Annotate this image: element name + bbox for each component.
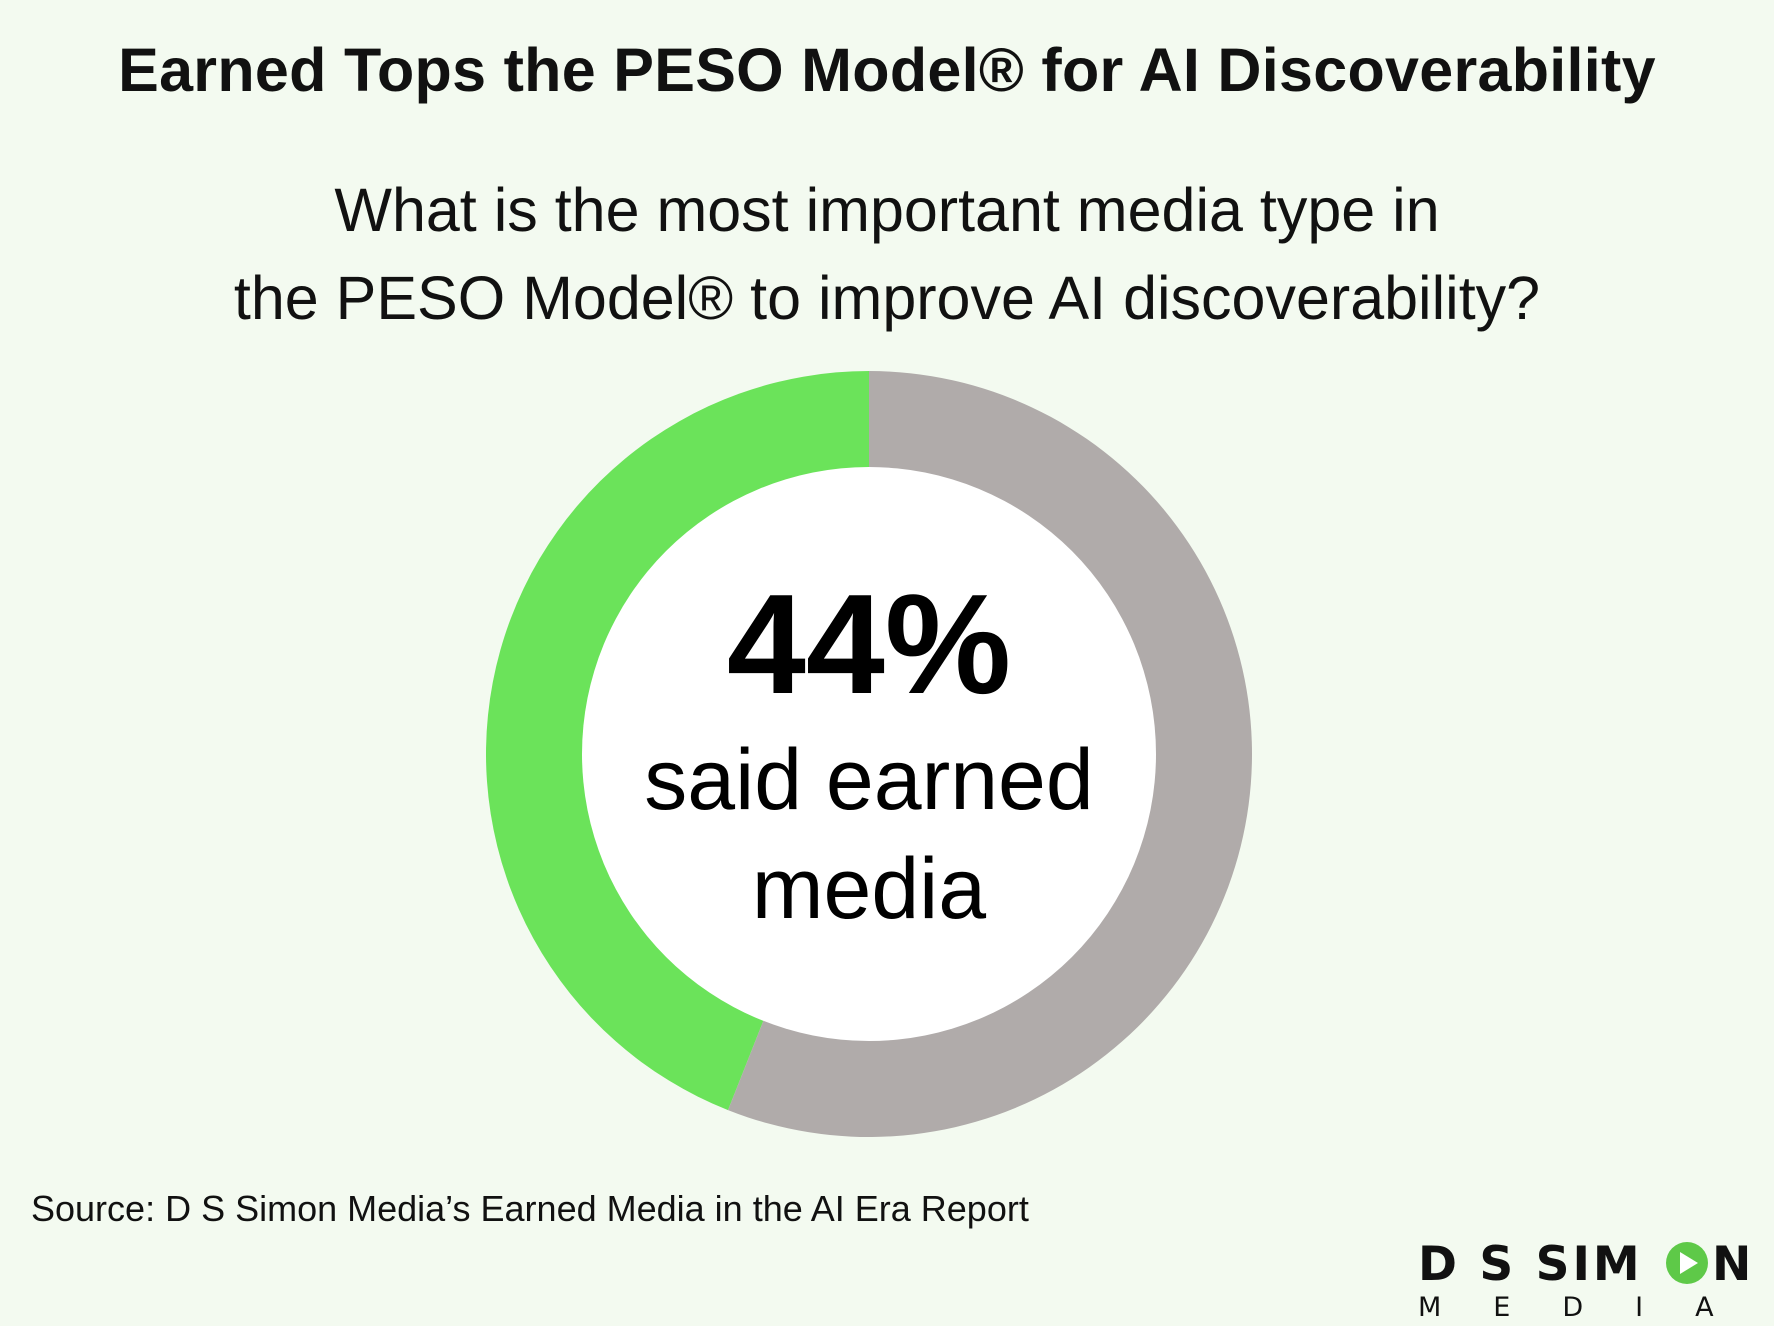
donut-hole	[582, 467, 1156, 1041]
survey-question-line-2: the PESO Model® to improve AI discoverab…	[233, 264, 1541, 332]
survey-question-line-1: What is the most important media type in	[334, 176, 1440, 244]
center-percentage: 44%	[727, 565, 1011, 724]
logo-wordmark-part-1: D S SIM	[1418, 1237, 1643, 1292]
logo-wordmark-part-2: N	[1712, 1237, 1751, 1292]
play-icon	[1666, 1242, 1708, 1284]
ds-simon-media-logo: D S SIM N MEDIA	[1418, 1237, 1760, 1322]
center-label-line-2: media	[752, 841, 986, 937]
center-label-line-1: said earned	[644, 732, 1093, 828]
survey-question: What is the most important media type in…	[0, 166, 1774, 342]
source-note: Source: D S Simon Media’s Earned Media i…	[31, 1188, 1029, 1229]
page-title: Earned Tops the PESO Model® for AI Disco…	[118, 36, 1656, 104]
logo-media-line: MEDIA	[1418, 1292, 1760, 1322]
